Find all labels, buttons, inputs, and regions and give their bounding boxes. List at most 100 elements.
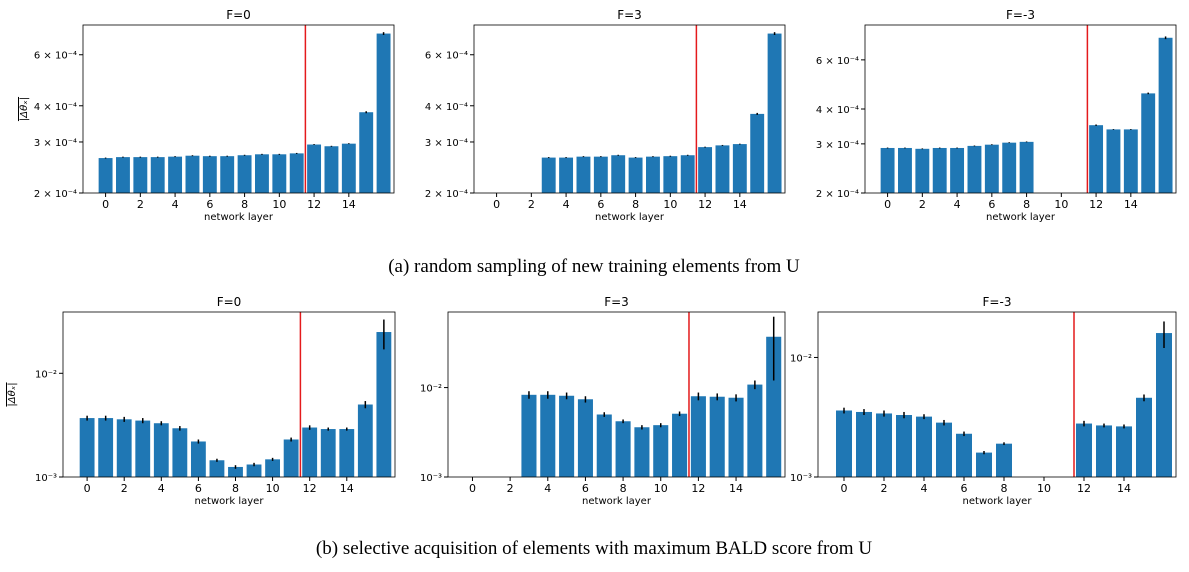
bar [357, 404, 373, 477]
bar [1096, 425, 1112, 477]
y-tick-label: 10⁻² [790, 353, 812, 364]
bar [1076, 423, 1092, 477]
y-tick-label: 6 × 10⁻⁴ [816, 56, 859, 67]
x-axis-label: network layer [595, 212, 665, 223]
bar [967, 145, 982, 193]
bar [185, 155, 200, 193]
bar [324, 146, 339, 193]
y-tick-label: 6 × 10⁻⁴ [34, 51, 77, 62]
bar [521, 394, 537, 477]
bar [541, 157, 556, 193]
bar [1019, 141, 1034, 193]
x-tick-label: 6 [195, 482, 202, 495]
bar [984, 144, 999, 193]
bar [1002, 142, 1017, 193]
bar [283, 439, 299, 477]
bar [540, 394, 556, 477]
bar [302, 427, 318, 477]
subplot-title: F=-3 [983, 295, 1012, 309]
y-tick-label: 3 × 10⁻⁴ [816, 140, 859, 151]
caption: (a) random sampling of new training elem… [388, 256, 800, 277]
x-tick-label: 8 [1001, 482, 1008, 495]
x-tick-label: 4 [563, 198, 570, 211]
x-tick-label: 2 [528, 198, 535, 211]
x-tick-label: 2 [507, 482, 514, 495]
x-axis-label: network layer [195, 496, 265, 507]
bar [896, 415, 912, 477]
x-tick-label: 10 [1054, 198, 1068, 211]
x-tick-label: 4 [544, 482, 551, 495]
bar [728, 397, 744, 477]
bar [237, 155, 252, 193]
bar [172, 428, 188, 477]
x-tick-label: 8 [1023, 198, 1030, 211]
x-tick-label: 4 [158, 482, 165, 495]
bar [996, 443, 1012, 477]
bar [611, 155, 626, 193]
x-tick-label: 10 [654, 482, 668, 495]
x-tick-label: 6 [582, 482, 589, 495]
axes-frame [62, 311, 396, 478]
bar [202, 156, 217, 193]
x-tick-label: 0 [469, 482, 476, 495]
y-tick-label: 2 × 10⁻⁴ [816, 189, 859, 200]
x-tick-label: 14 [340, 482, 354, 495]
bar [747, 384, 763, 477]
y-tick-label: 6 × 10⁻⁴ [425, 51, 468, 62]
bar [880, 147, 895, 193]
bar [876, 413, 892, 477]
x-tick-label: 10 [272, 198, 286, 211]
x-tick-label: 2 [881, 482, 888, 495]
bar [1141, 93, 1156, 193]
x-tick-label: 6 [961, 482, 968, 495]
subplot-title: F=3 [617, 8, 642, 22]
y-tick-label: 3 × 10⁻⁴ [34, 138, 77, 149]
y-tick-label: 10⁻³ [35, 473, 57, 484]
bar [153, 423, 169, 477]
y-tick-label: 2 × 10⁻⁴ [34, 189, 77, 200]
bar [1156, 333, 1172, 477]
x-tick-label: 2 [121, 482, 128, 495]
bar [956, 433, 972, 477]
y-tick-label: 4 × 10⁻⁴ [34, 102, 77, 113]
y-tick-label: 2 × 10⁻⁴ [425, 189, 468, 200]
x-tick-label: 10 [1037, 482, 1051, 495]
bar [950, 147, 965, 193]
x-tick-label: 2 [137, 198, 144, 211]
bar [593, 156, 608, 193]
bar [646, 156, 660, 193]
bar [246, 464, 262, 477]
y-tick-label: 10⁻² [35, 369, 57, 380]
bar [615, 421, 631, 477]
x-tick-label: 4 [921, 482, 928, 495]
bar [680, 155, 695, 193]
bar [916, 416, 932, 477]
bar [79, 418, 95, 477]
bar [936, 422, 952, 477]
bar [289, 153, 304, 193]
bar [932, 147, 947, 193]
x-tick-label: 6 [597, 198, 604, 211]
bar [1116, 426, 1132, 477]
axes-frame [447, 311, 786, 478]
bar [576, 156, 591, 193]
bar [320, 429, 336, 477]
bar [628, 157, 643, 193]
x-tick-label: 12 [691, 482, 705, 495]
bar [653, 425, 669, 477]
subplot-title: F=0 [217, 295, 242, 309]
bar [168, 156, 183, 193]
x-axis-label: network layer [204, 212, 274, 223]
bar [709, 396, 725, 477]
bar [150, 157, 165, 193]
y-tick-label: 3 × 10⁻⁴ [425, 138, 468, 149]
bar [976, 452, 992, 477]
bar [559, 395, 575, 477]
y-tick-label: 10⁻² [420, 384, 442, 395]
caption: (b) selective acquisition of elements wi… [316, 538, 872, 559]
bar [559, 157, 574, 193]
subplot-title: F=0 [226, 8, 251, 22]
bar [220, 156, 235, 193]
bar [732, 144, 747, 193]
bar [98, 418, 114, 477]
